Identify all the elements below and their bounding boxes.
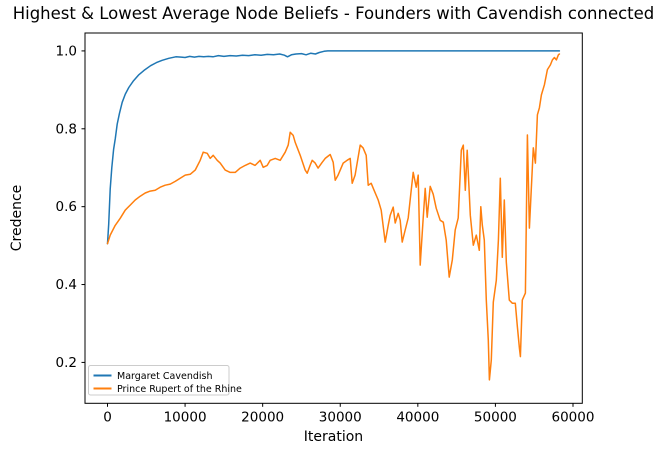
x-tick-label: 30000 [319, 409, 362, 425]
chart-title: Highest & Lowest Average Node Beliefs - … [13, 4, 655, 23]
legend: Margaret Cavendish Prince Rupert of the … [88, 365, 242, 396]
axis-ticks: 0 10000 20000 30000 40000 50000 60000 0.2 0.4 0.6… [56, 43, 595, 425]
x-tick-label: 40000 [396, 409, 439, 425]
y-tick-label: 0.2 [56, 355, 77, 371]
y-tick-label: 0.8 [56, 121, 77, 137]
legend-label-prince-rupert: Prince Rupert of the Rhine [117, 384, 242, 395]
y-tick-label: 0.6 [56, 199, 77, 215]
x-tick-label: 60000 [552, 409, 595, 425]
plot-area [84, 32, 583, 404]
series-line-0 [106, 50, 561, 245]
x-tick-label: 10000 [164, 409, 207, 425]
series-lines [106, 50, 561, 381]
x-tick-label: 20000 [241, 409, 284, 425]
y-axis-label: Credence [9, 185, 25, 252]
legend-label-margaret-cavendish: Margaret Cavendish [117, 371, 212, 382]
series-line-1 [106, 53, 561, 381]
x-tick-label: 50000 [474, 409, 517, 425]
x-axis-label: Iteration [304, 429, 363, 445]
legend-box [88, 365, 230, 396]
x-tick-label: 0 [103, 409, 112, 425]
y-tick-label: 1.0 [56, 43, 77, 59]
y-tick-label: 0.4 [56, 277, 77, 293]
